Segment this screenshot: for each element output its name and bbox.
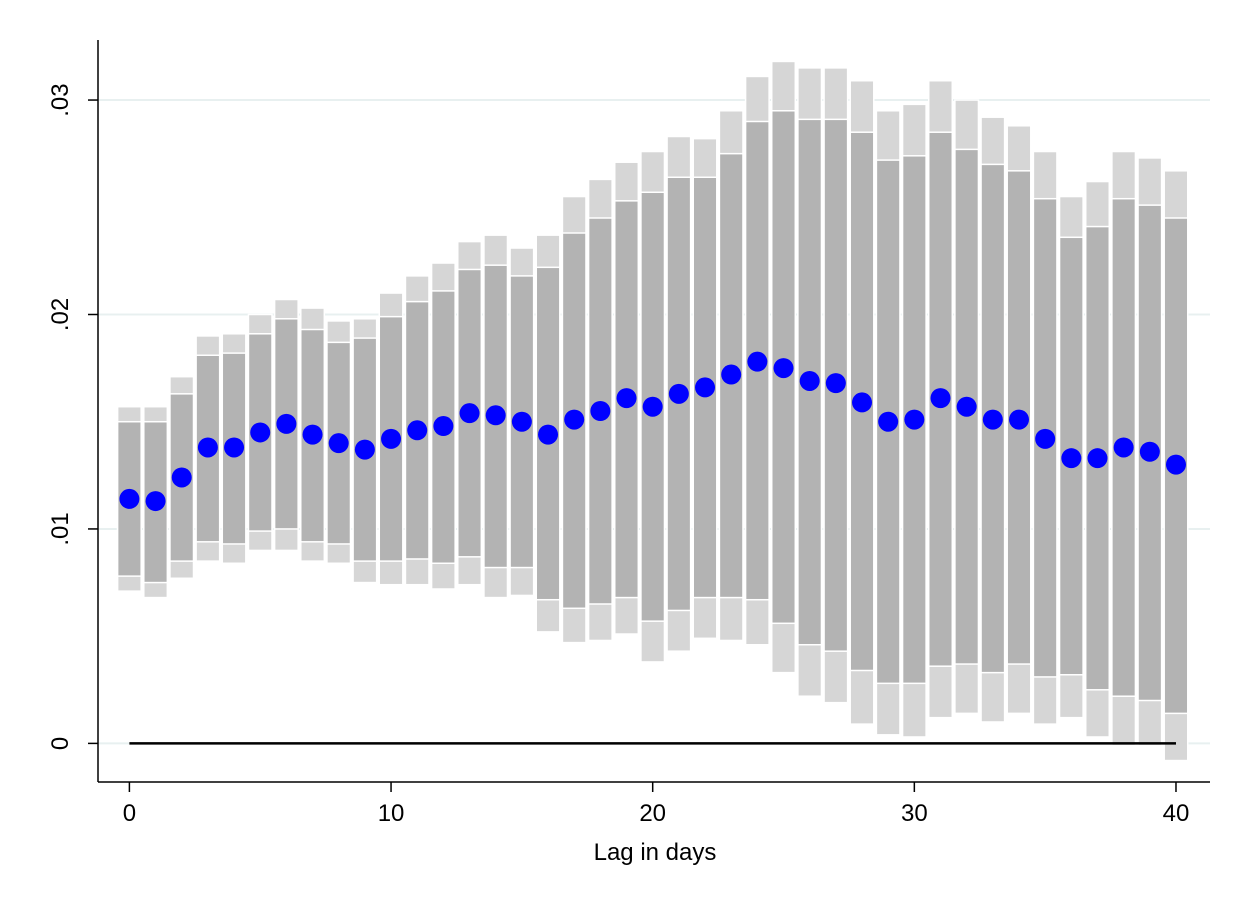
estimate-point: [564, 409, 585, 430]
estimate-point: [224, 437, 245, 458]
y-tick-label: .03: [47, 83, 74, 116]
x-axis-title: Lag in days: [594, 839, 717, 866]
x-axis-ticks: 0 10 20 30 40: [123, 782, 1190, 827]
estimate-point: [433, 416, 454, 437]
estimate-point: [642, 396, 663, 417]
estimate-point: [302, 424, 323, 445]
estimate-point: [825, 373, 846, 394]
estimate-point: [747, 351, 768, 372]
x-tick-label: 30: [901, 800, 928, 827]
x-tick-label: 10: [378, 800, 405, 827]
x-tick-label: 20: [639, 800, 666, 827]
estimate-point: [1061, 448, 1082, 469]
y-tick-label: .01: [47, 512, 74, 545]
estimate-point: [695, 377, 716, 398]
estimate-point: [904, 409, 925, 430]
estimate-point: [668, 383, 689, 404]
estimate-point: [590, 401, 611, 421]
y-tick-label: .02: [47, 298, 74, 331]
estimate-point: [485, 405, 506, 426]
x-tick-label: 40: [1163, 800, 1190, 827]
estimate-point: [171, 467, 192, 488]
estimate-point: [354, 439, 375, 460]
estimate-point: [197, 437, 218, 458]
estimate-markers: [119, 351, 1186, 512]
estimate-point: [459, 403, 480, 424]
estimate-point: [1008, 409, 1029, 430]
estimate-point: [276, 413, 297, 434]
ci-inner-bars: [116, 110, 1189, 715]
estimate-point: [930, 388, 951, 409]
estimate-point: [852, 392, 873, 413]
estimate-point: [878, 411, 899, 432]
estimate-point: [773, 358, 794, 379]
estimate-point: [1035, 428, 1056, 449]
estimate-point: [538, 424, 559, 445]
estimate-point: [1087, 448, 1108, 469]
estimate-point: [328, 433, 349, 454]
estimate-point: [407, 420, 428, 441]
estimate-point: [119, 488, 140, 509]
estimate-point: [511, 411, 532, 432]
estimate-point: [250, 422, 271, 443]
estimate-point: [381, 428, 402, 449]
y-axis-ticks: 0 .01 .02 .03: [47, 83, 98, 750]
estimate-point: [799, 370, 820, 391]
y-tick-label: 0: [47, 737, 74, 750]
estimate-point: [956, 396, 977, 417]
estimate-point: [1165, 454, 1186, 475]
axes: [97, 40, 1210, 783]
estimate-point: [616, 388, 637, 409]
x-tick-label: 0: [123, 800, 136, 827]
estimate-point: [145, 491, 166, 512]
estimate-point: [1139, 441, 1160, 462]
estimate-point: [1113, 437, 1134, 458]
estimate-point: [721, 364, 742, 385]
estimate-point: [982, 409, 1003, 430]
